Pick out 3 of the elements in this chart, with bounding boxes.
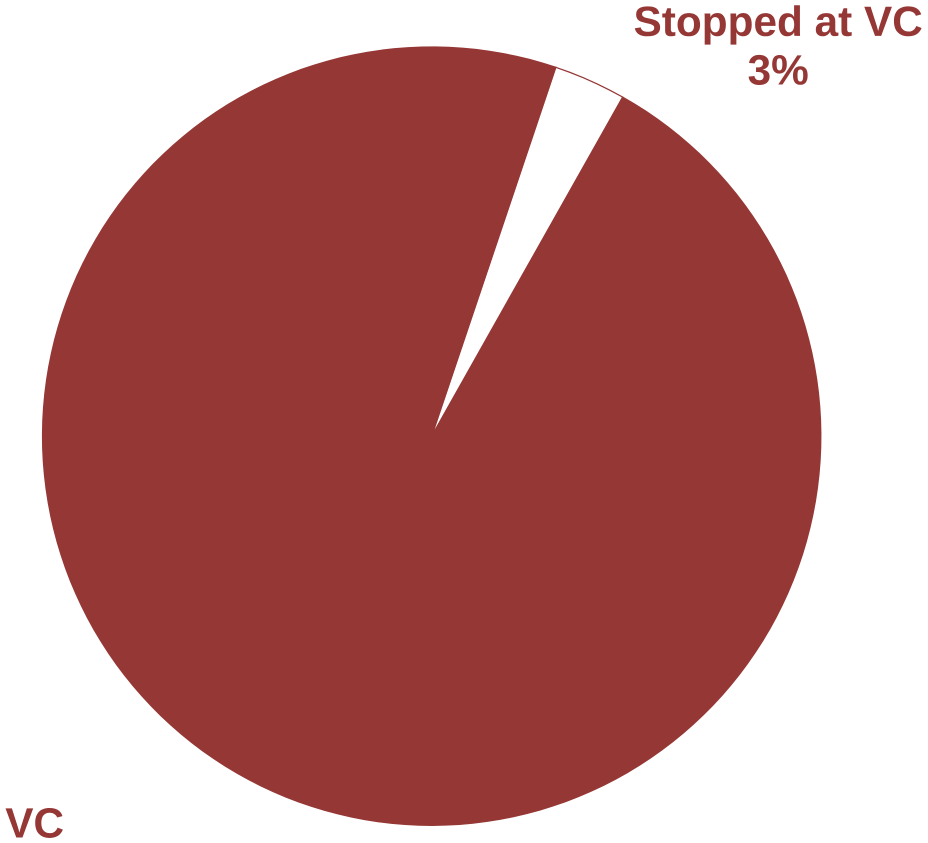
data-label: 3%	[748, 54, 808, 85]
slice-label: VC	[6, 808, 63, 838]
slice-label: Stopped at VC	[634, 5, 922, 45]
